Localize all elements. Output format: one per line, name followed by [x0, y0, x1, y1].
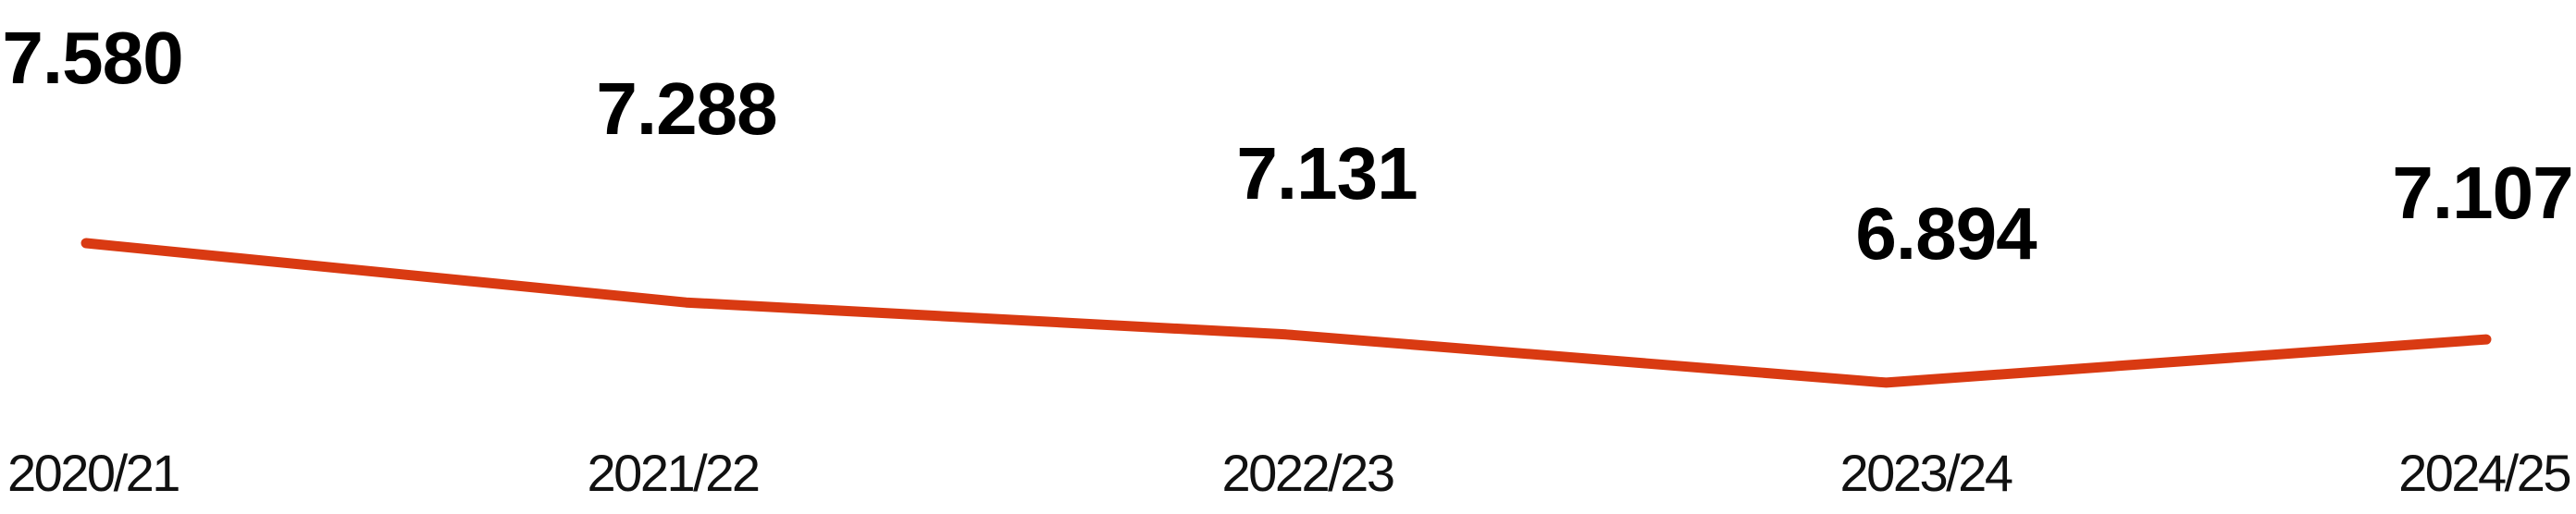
value-label-2022-23: 7.131 — [1236, 132, 1418, 214]
x-axis-label-2020-21: 2020/21 — [7, 444, 180, 502]
trend-line — [80, 238, 2492, 388]
x-axis-label-2022-23: 2022/23 — [1221, 444, 1395, 502]
x-axis-label-2021-22: 2021/22 — [587, 444, 761, 502]
value-label-2021-22: 7.288 — [596, 67, 777, 150]
x-axis-label-2024-25: 2024/25 — [2398, 444, 2571, 502]
x-axis-label-2023-24: 2023/24 — [1839, 444, 2013, 502]
value-label-2024-25: 7.107 — [2392, 152, 2573, 234]
value-label-2020-21: 7.580 — [2, 17, 183, 99]
value-label-2023-24: 6.894 — [1855, 192, 2037, 275]
